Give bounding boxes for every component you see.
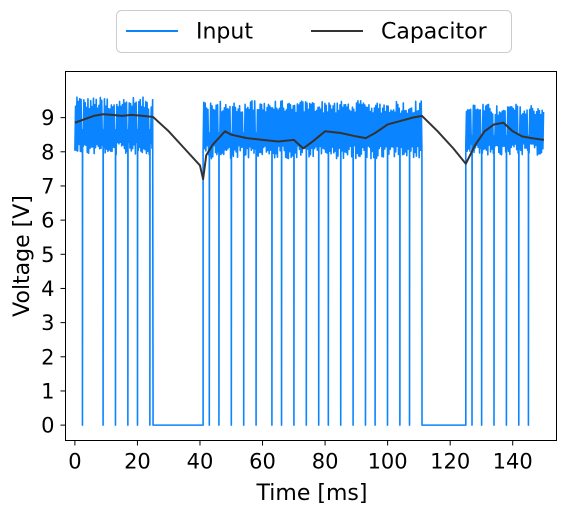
y-tick-label: 6 (41, 209, 54, 233)
x-axis-title: Time [ms] (256, 481, 368, 506)
legend: Input Capacitor (116, 10, 512, 53)
legend-label-input: Input (196, 20, 253, 45)
y-axis: 0 1 2 3 4 5 6 7 8 9 (41, 106, 66, 438)
x-tick-label: 40 (187, 450, 214, 474)
y-tick-label: 1 (41, 379, 54, 403)
x-tick-label: 120 (430, 450, 470, 474)
y-tick-label: 8 (41, 140, 54, 164)
y-tick-label: 2 (41, 345, 54, 369)
x-axis: 0 20 40 60 80 100 120 140 (68, 440, 533, 474)
y-axis-title: Voltage [V] (10, 195, 35, 317)
x-tick-label: 140 (493, 450, 533, 474)
x-tick-label: 60 (249, 450, 276, 474)
x-tick-label: 100 (368, 450, 408, 474)
x-tick-label: 0 (68, 450, 81, 474)
y-tick-label: 5 (41, 243, 54, 267)
x-tick-label: 20 (124, 450, 151, 474)
y-tick-label: 3 (41, 311, 54, 335)
y-tick-label: 9 (41, 106, 54, 130)
legend-label-capacitor: Capacitor (381, 20, 488, 45)
series-layer (74, 96, 545, 426)
y-tick-label: 4 (41, 277, 54, 301)
y-tick-label: 7 (41, 174, 54, 198)
y-tick-label: 0 (41, 414, 54, 438)
series-line-input (74, 96, 545, 426)
series-line-capacitor (74, 113, 545, 181)
plot-frame (65, 71, 557, 441)
x-tick-label: 80 (312, 450, 339, 474)
